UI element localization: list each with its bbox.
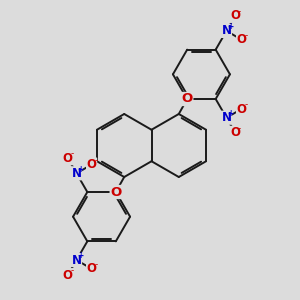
Text: N: N <box>71 167 82 180</box>
Text: +: + <box>78 251 84 260</box>
Text: -: - <box>238 124 241 133</box>
Text: +: + <box>78 165 84 174</box>
Text: -: - <box>238 7 241 16</box>
Text: N: N <box>221 24 232 38</box>
Text: O: O <box>230 9 240 22</box>
Text: N: N <box>71 254 82 267</box>
Text: -: - <box>70 266 74 275</box>
Text: O: O <box>87 262 97 275</box>
Text: O: O <box>63 152 73 165</box>
Text: O: O <box>63 268 73 282</box>
Text: N: N <box>221 111 232 124</box>
Text: O: O <box>236 103 247 116</box>
Text: +: + <box>228 22 234 31</box>
Text: -: - <box>94 260 98 269</box>
Text: O: O <box>110 185 122 199</box>
Text: -: - <box>70 149 74 158</box>
Text: -: - <box>244 100 248 109</box>
Text: O: O <box>182 92 193 106</box>
Text: O: O <box>236 33 247 46</box>
Text: O: O <box>87 158 97 171</box>
Text: O: O <box>230 126 240 139</box>
Text: +: + <box>228 109 234 118</box>
Text: -: - <box>94 156 98 165</box>
Text: -: - <box>244 31 248 40</box>
